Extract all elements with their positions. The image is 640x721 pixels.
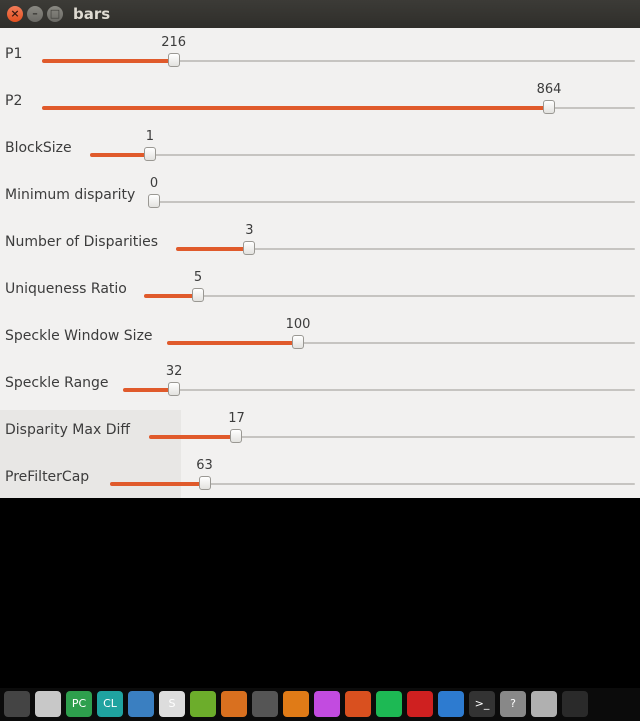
trackbar-label: Speckle Range	[5, 375, 109, 391]
trackbar-slider[interactable]: 216	[42, 35, 635, 67]
trackbar-fill	[42, 106, 549, 110]
trackbar-fill	[144, 294, 198, 298]
trackbar-row: Number of Disparities 3	[0, 216, 640, 263]
trackbar-label: BlockSize	[5, 140, 72, 156]
trackbar-value: 5	[193, 270, 203, 285]
gem-icon[interactable]	[314, 691, 340, 717]
trackbar-row: Disparity Max Diff 17	[0, 404, 640, 451]
trackbar-label: P1	[5, 46, 23, 62]
trackbar-handle[interactable]	[148, 194, 160, 208]
trackbar-row: Minimum disparity 0	[0, 169, 640, 216]
trackbar-fill	[123, 388, 175, 392]
bars-window: × – □ bars P1 216 P2 864 BlockSize 1 Minimum d…	[0, 0, 640, 498]
clion-icon[interactable]: CL	[97, 691, 123, 717]
trackbar-slider[interactable]: 0	[148, 176, 635, 208]
trackbar-handle[interactable]	[167, 53, 180, 67]
spotify-icon[interactable]	[376, 691, 402, 717]
help-icon[interactable]: ?	[500, 691, 526, 717]
vlc-icon[interactable]	[283, 691, 309, 717]
trackbar-label: P2	[5, 93, 23, 109]
trackbar-fill	[42, 59, 174, 63]
record-icon[interactable]	[407, 691, 433, 717]
trackbar-value: 0	[149, 176, 159, 191]
trackbar-row: Speckle Window Size 100	[0, 310, 640, 357]
trackbar-value: 216	[161, 35, 187, 50]
trackbar-fill	[149, 435, 237, 439]
trackbar-value: 32	[165, 364, 183, 379]
trackbar-value: 864	[536, 82, 562, 97]
trackbar-value: 100	[285, 317, 311, 332]
trackbar-row: PreFilterCap 63	[0, 451, 640, 498]
terminal-icon[interactable]: >_	[469, 691, 495, 717]
title-bar[interactable]: × – □ bars	[0, 0, 640, 28]
app-1-icon[interactable]	[4, 691, 30, 717]
minimize-button[interactable]: –	[27, 6, 43, 22]
trackbar-handle[interactable]	[243, 241, 256, 255]
camera-icon[interactable]	[531, 691, 557, 717]
drop-icon[interactable]	[221, 691, 247, 717]
trackbar-fill	[167, 341, 299, 345]
sublime-icon[interactable]: S	[159, 691, 185, 717]
trackbar-slider[interactable]: 3	[176, 223, 635, 255]
trackbar-handle[interactable]	[192, 288, 204, 302]
trackbar-handle[interactable]	[543, 100, 555, 114]
trackbar-slider[interactable]: 1	[90, 129, 635, 161]
trackbar-slider[interactable]: 5	[144, 270, 635, 302]
trackbar-row: Speckle Range 32	[0, 357, 640, 404]
taskbar: PC CL S >_?	[0, 688, 640, 721]
maximize-button[interactable]: □	[47, 6, 63, 22]
trackbar-label: PreFilterCap	[5, 469, 90, 485]
trackbar-label: Minimum disparity	[5, 187, 136, 203]
window-icon[interactable]	[562, 691, 588, 717]
tool-icon[interactable]	[252, 691, 278, 717]
trackbar-slider[interactable]: 63	[110, 458, 635, 490]
trackbar-value: 63	[196, 458, 213, 473]
trackbar-label: Number of Disparities	[5, 234, 158, 250]
trackbar-fill	[90, 153, 150, 157]
trackbar-slider[interactable]: 17	[149, 411, 635, 443]
trackbar-panel: P1 216 P2 864 BlockSize 1 Minimum disparity 0 Nu…	[0, 28, 640, 498]
screen-recorder-icon[interactable]	[35, 691, 61, 717]
trackbar-value: 1	[145, 129, 155, 144]
trackbar-label: Uniqueness Ratio	[5, 281, 127, 297]
trackbar-handle[interactable]	[143, 147, 156, 161]
trackbar-label: Speckle Window Size	[5, 328, 153, 344]
nvidia-icon[interactable]	[190, 691, 216, 717]
trackbar-row: P1 216	[0, 28, 640, 75]
trackbar-row: P2 864	[0, 75, 640, 122]
matlab-icon[interactable]	[345, 691, 371, 717]
trackbar-value: 3	[245, 223, 254, 238]
trackbar-label: Disparity Max Diff	[5, 422, 131, 438]
trackbar-value: 17	[228, 411, 245, 426]
trackbar-row: BlockSize 1	[0, 122, 640, 169]
trackbar-handle[interactable]	[292, 335, 305, 349]
window-title: bars	[73, 5, 111, 23]
trackbar-handle[interactable]	[168, 382, 181, 396]
trackbar-slider[interactable]: 864	[42, 82, 635, 114]
pycharm-icon[interactable]: PC	[66, 691, 92, 717]
trackbar-fill	[110, 482, 205, 486]
close-button[interactable]: ×	[7, 6, 23, 22]
trackbar-slider[interactable]: 32	[123, 364, 635, 396]
browser-icon[interactable]	[128, 691, 154, 717]
trackbar-handle[interactable]	[198, 476, 211, 490]
trackbar-row: Uniqueness Ratio 5	[0, 263, 640, 310]
trackbar-handle[interactable]	[230, 429, 243, 443]
trackbar-slider[interactable]: 100	[167, 317, 635, 349]
trackbar-fill	[176, 247, 250, 251]
document-viewer-icon[interactable]	[438, 691, 464, 717]
